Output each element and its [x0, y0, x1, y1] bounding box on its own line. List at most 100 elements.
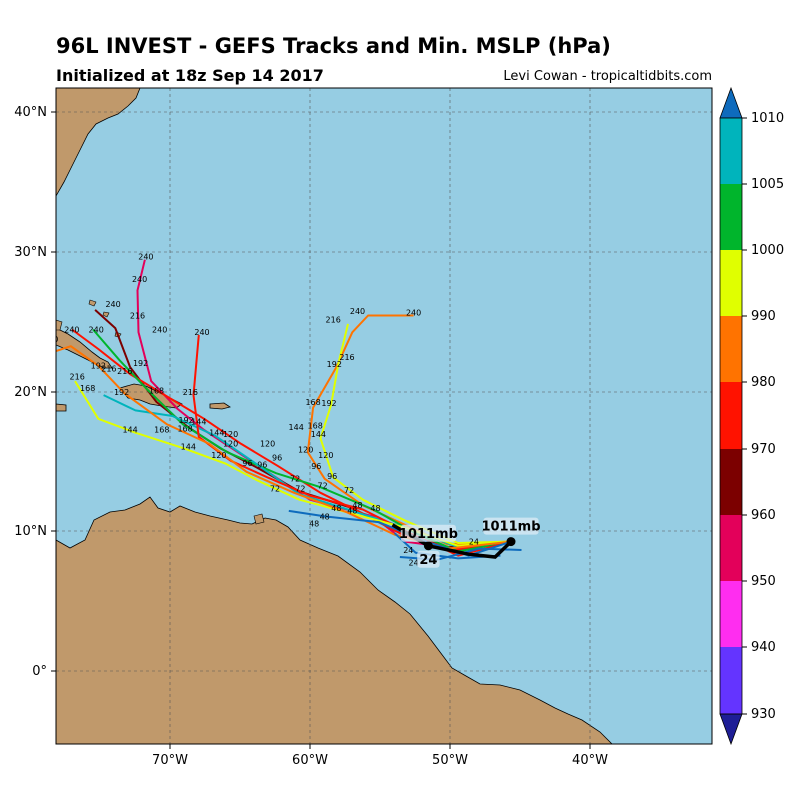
forecast-hour-label-25: 72 [344, 486, 354, 495]
forecast-hour-label-14: 216 [339, 353, 354, 362]
forecast-hour-label-40: 120 [223, 430, 238, 439]
colorbar-band-980-970 [720, 382, 742, 449]
forecast-hour-label-15: 192 [327, 360, 342, 369]
forecast-hour-label-13: 240 [406, 309, 421, 318]
forecast-hour-label-31: 48 [331, 504, 341, 513]
forecast-hour-label-2: 240 [132, 275, 147, 284]
colorbar-label-990: 990 [751, 309, 776, 324]
forecast-hour-label-30: 48 [352, 501, 362, 510]
cuba-island [56, 327, 113, 369]
axis-ticks [51, 111, 591, 749]
forecast-hour-label-26: 72 [318, 482, 328, 491]
forecast-hour-label-38: 96 [242, 459, 252, 468]
forecast-hour-label-52: 216 [70, 373, 85, 382]
forecast-hour-label-45: 144 [122, 426, 137, 435]
colorbar-label-1000: 1000 [751, 243, 784, 258]
forecast-hour-label-5: 240 [89, 325, 104, 334]
mean-hour-label: 24 [419, 553, 437, 568]
forecast-hour-label-19: 168 [308, 422, 323, 431]
colorbar-band-940-930 [720, 647, 742, 714]
forecast-hour-label-20: 144 [311, 430, 326, 439]
forecast-hour-label-44: 144 [181, 443, 196, 452]
mean-mslp-label: 1011mb [399, 527, 458, 542]
north-america-landmass [56, 88, 141, 197]
y-tick-label-40n: 40°N [14, 105, 47, 120]
forecast-hour-label-34: 72 [295, 484, 305, 493]
forecast-hour-label-27: 48 [370, 504, 380, 513]
forecast-hour-label-7: 240 [43, 335, 58, 344]
colorbar-band-1010-1005 [720, 118, 742, 184]
forecast-hour-label-58: 24 [403, 546, 413, 555]
forecast-hour-label-46: 168 [177, 424, 192, 433]
y-tick-label-20n: 20°N [14, 385, 47, 400]
forecast-hour-label-1: 240 [138, 253, 153, 262]
mean-hour-label-box [417, 550, 440, 568]
south-america-landmass [56, 496, 613, 744]
start-point-marker [506, 537, 516, 547]
forecast-hour-label-10: 216 [183, 388, 198, 397]
colorbar-label-970: 970 [751, 442, 776, 457]
map-title: 96L INVEST - GEFS Tracks and Min. MSLP (… [56, 34, 611, 58]
forecast-hour-label-18: 144 [289, 423, 304, 432]
colorbar-label-1010: 1010 [751, 111, 784, 126]
forecast-hour-label-8: 240 [152, 325, 167, 334]
x-tick-label-50w: 50°W [432, 753, 468, 768]
forecast-hour-label-4: 240 [105, 300, 120, 309]
forecast-hour-label-55: 216 [117, 367, 132, 376]
forecast-hour-label-56: 192 [133, 359, 148, 368]
colorbar-band-990-980 [720, 316, 742, 382]
forecast-hour-label-33: 72 [270, 484, 280, 493]
colorbar-band-970-960 [720, 449, 742, 515]
y-tick-label-10n: 10°N [14, 524, 47, 539]
colorbar-label-960: 960 [751, 508, 776, 523]
y-tick-label-30n: 30°N [14, 245, 47, 260]
colorbar-label-1005: 1005 [751, 177, 784, 192]
y-tick-label-0: 0° [32, 664, 47, 679]
forecast-hour-label-24: 96 [327, 472, 337, 481]
forecast-hour-label-32: 48 [309, 519, 319, 528]
forecast-hour-label-42: 144 [191, 417, 206, 426]
x-tick-label-40w: 40°W [572, 753, 608, 768]
forecast-hour-label-41: 120 [211, 451, 226, 460]
mean-track-24h-marker [423, 541, 433, 551]
forecast-hour-label-28: 48 [320, 512, 330, 521]
forecast-hour-label-23: 96 [311, 462, 321, 471]
mean-mslp-label-box [400, 524, 456, 542]
x-tick-label-60w: 60°W [292, 753, 328, 768]
colorbar-band-1000-990 [720, 250, 742, 316]
forecast-hour-label-29: 48 [347, 507, 357, 516]
colorbar-bottom-arrow [719, 713, 743, 746]
forecast-hour-label-59: 24 [409, 558, 419, 567]
forecast-hour-label-6: 240 [64, 325, 79, 334]
lat-lon-grid [56, 88, 712, 744]
forecast-hour-label-54: 216 [101, 364, 116, 373]
forecast-hour-label-50: 192 [114, 388, 129, 397]
forecast-hour-label-48: 192 [178, 416, 193, 425]
forecast-hour-label-16: 168 [305, 398, 320, 407]
forecast-hour-label-57: 120 [223, 440, 238, 449]
forecast-hour-label-11: 216 [326, 316, 341, 325]
forecast-hour-label-9: 240 [194, 328, 209, 337]
colorbar-frame [719, 117, 743, 715]
colorbar-label-980: 980 [751, 375, 776, 390]
start-mslp-label: 1011mb [481, 520, 540, 535]
forecast-hour-label-3: 216 [130, 311, 145, 320]
forecast-hour-label-43: 144 [209, 429, 224, 438]
forecast-hour-label-60: 24 [469, 537, 479, 546]
forecast-hour-label-35: 72 [290, 475, 300, 484]
colorbar-band-950-940 [720, 581, 742, 647]
jamaica-island [56, 403, 67, 412]
pressure-colorbar: 1010 1005 1000 990 980 970 960 950 940 9… [719, 86, 784, 746]
forecast-hour-label-36: 96 [272, 454, 282, 463]
forecast-hour-label-53: 192 [91, 362, 106, 371]
colorbar-band-1005-1000 [720, 184, 742, 250]
forecast-hour-label-39: 120 [260, 440, 275, 449]
credit-text: Levi Cowan - tropicaltidbits.com [503, 69, 712, 84]
forecast-hour-label-47: 168 [154, 426, 169, 435]
colorbar-band-960-950 [720, 515, 742, 581]
colorbar-label-940: 940 [751, 640, 776, 655]
puerto-rico-island [209, 402, 231, 410]
forecast-hour-label-21: 120 [298, 445, 313, 454]
